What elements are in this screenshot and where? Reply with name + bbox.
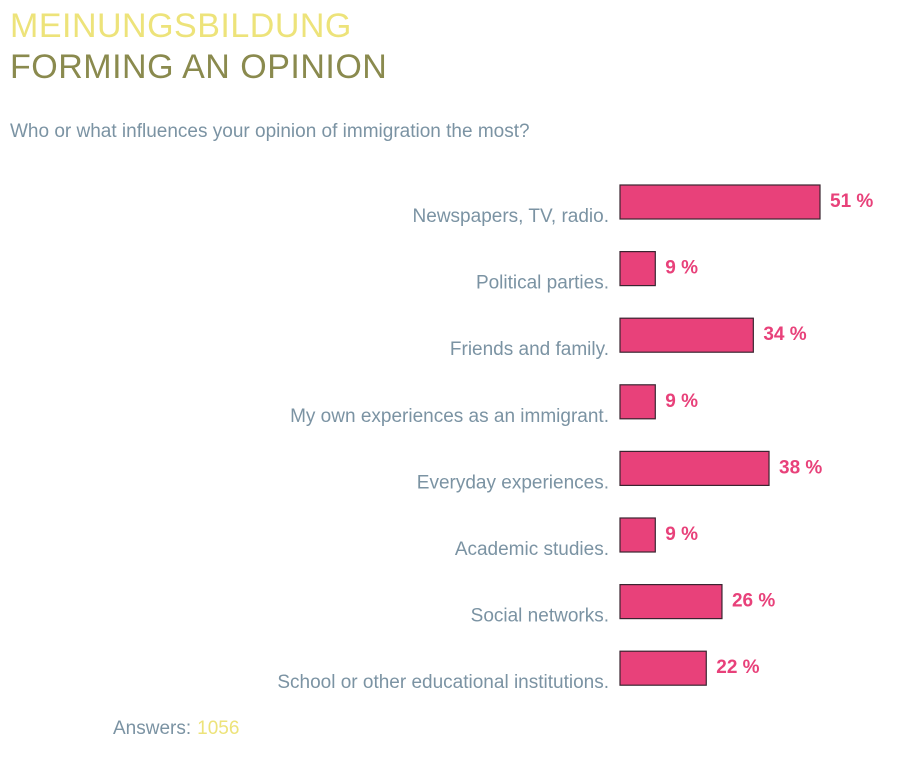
value-label-5: 9 % [665,524,698,545]
category-label-3: My own experiences as an immigrant. [290,406,609,427]
category-label-5: Academic studies. [455,539,609,560]
category-label-7: School or other educational institutions… [277,672,609,693]
bar-7 [619,650,707,686]
value-label-1: 9 % [665,258,698,279]
value-label-3: 9 % [665,391,698,412]
bar-2 [619,317,754,353]
bar-3 [619,384,656,420]
answers-count: Answers: 1056 [113,718,239,740]
answers-label: Answers: [113,718,192,739]
bar-4 [619,450,770,486]
category-label-4: Everyday experiences. [417,472,609,493]
survey-question: Who or what influences your opinion of i… [10,121,530,142]
value-label-7: 22 % [716,657,759,678]
category-label-6: Social networks. [471,606,609,627]
bar-6 [619,583,723,620]
category-label-2: Friends and family. [450,339,609,360]
bar-0 [619,184,821,220]
title-german: MEINUNGSBILDUNG [10,7,352,45]
answers-value: 1056 [197,718,240,739]
value-label-0: 51 % [830,191,873,212]
category-label-0: Newspapers, TV, radio. [413,206,609,227]
bar-5 [619,517,656,553]
title-english: FORMING AN OPINION [10,48,388,86]
value-label-6: 26 % [732,591,775,612]
value-label-2: 34 % [763,324,806,345]
value-label-4: 38 % [779,457,822,478]
bar-1 [619,251,656,287]
category-label-1: Political parties. [476,273,609,294]
